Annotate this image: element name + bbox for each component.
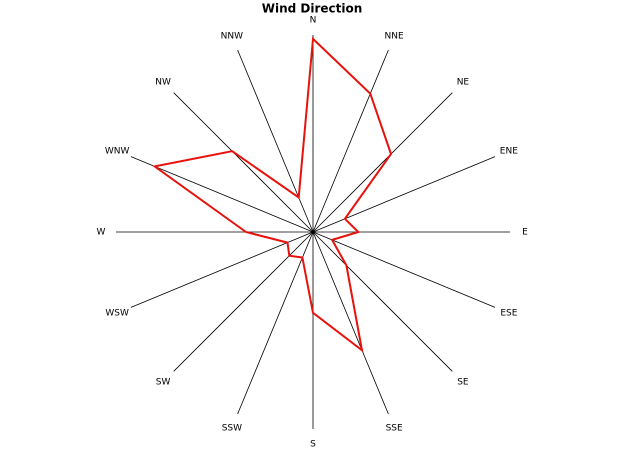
spoke: [130, 231, 314, 308]
spoke: [237, 231, 314, 415]
direction-label: NNW: [221, 32, 243, 42]
direction-label: SSE: [386, 423, 403, 433]
direction-label: E: [522, 228, 528, 238]
spoke: [237, 49, 314, 233]
direction-label: S: [310, 440, 316, 450]
direction-label: SW: [156, 377, 171, 387]
direction-label: W: [97, 228, 106, 238]
direction-label: N: [310, 16, 317, 26]
spoke: [173, 231, 314, 372]
spoke: [312, 231, 389, 415]
spoke: [173, 92, 314, 233]
direction-label: NNE: [385, 32, 404, 42]
radar-line: [152, 36, 393, 353]
direction-label: ENE: [500, 146, 518, 156]
spoke: [312, 156, 496, 233]
direction-label: ESE: [500, 309, 517, 319]
spoke: [312, 92, 453, 233]
direction-label: SSW: [222, 423, 242, 433]
spoke: [312, 49, 389, 233]
direction-label: NE: [457, 78, 470, 88]
direction-label: WSW: [105, 309, 129, 319]
spoke: [312, 231, 453, 372]
direction-label: WNW: [105, 146, 130, 156]
direction-label: SE: [457, 377, 469, 387]
direction-label: NW: [155, 78, 171, 88]
spoke: [130, 156, 314, 233]
spoke: [312, 231, 496, 308]
chart-title: Wind Direction: [262, 2, 363, 16]
